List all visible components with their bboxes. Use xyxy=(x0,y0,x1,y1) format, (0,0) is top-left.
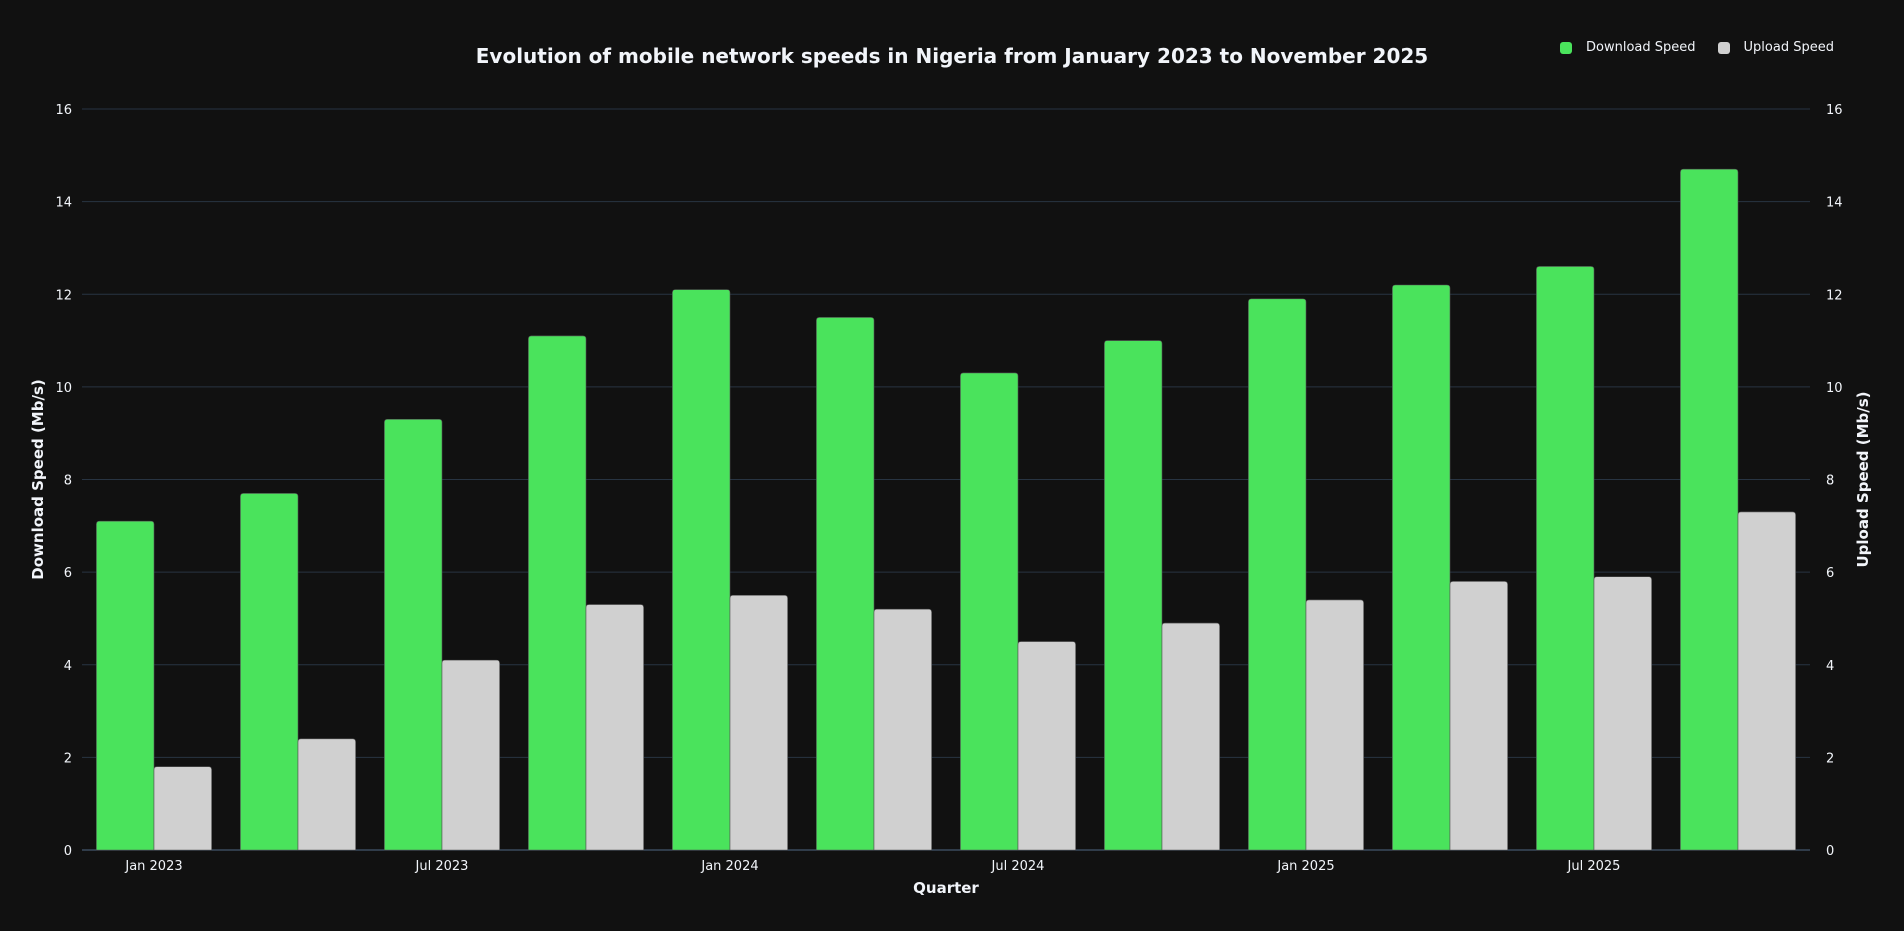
legend-swatch-download xyxy=(1560,41,1572,54)
download-bar xyxy=(1536,266,1595,851)
x-tick-label: Jul 2024 xyxy=(991,859,1045,874)
upload-bar xyxy=(297,738,356,851)
download-bar xyxy=(1104,340,1163,851)
x-axis-title: Quarter xyxy=(913,879,979,897)
upload-bar xyxy=(153,766,212,851)
upload-bar xyxy=(441,659,500,851)
y-tick-label: 2 xyxy=(64,751,72,766)
y2-tick-label: 0 xyxy=(1826,844,1834,859)
download-bar xyxy=(384,418,443,851)
y2-tick-label: 4 xyxy=(1826,659,1834,674)
upload-bar xyxy=(1593,576,1652,851)
upload-bar xyxy=(1305,599,1364,851)
y-tick-label: 16 xyxy=(55,103,72,118)
download-bar xyxy=(96,520,155,851)
x-tick-label: Jul 2023 xyxy=(415,859,469,874)
upload-bar xyxy=(729,594,788,851)
legend: Download Speed Upload Speed xyxy=(1560,40,1856,55)
legend-item-upload[interactable]: Upload Speed xyxy=(1717,40,1834,55)
y-tick-label: 10 xyxy=(55,381,72,396)
x-tick-label: Jul 2025 xyxy=(1567,859,1621,874)
y-tick-label: 8 xyxy=(64,474,72,489)
y-tick-label: 0 xyxy=(64,844,72,859)
y2-tick-label: 8 xyxy=(1826,474,1834,489)
download-bar xyxy=(816,317,875,851)
upload-bar xyxy=(1017,641,1076,851)
legend-label-download: Download Speed xyxy=(1586,40,1696,55)
y2-tick-label: 12 xyxy=(1826,288,1843,303)
download-bar xyxy=(528,335,587,851)
legend-label-upload: Upload Speed xyxy=(1743,40,1834,55)
download-bar xyxy=(240,493,299,851)
upload-bar xyxy=(585,604,644,851)
y2-tick-label: 16 xyxy=(1826,103,1843,118)
y-tick-label: 12 xyxy=(55,288,72,303)
y-tick-label: 14 xyxy=(55,196,72,211)
upload-bar xyxy=(1449,581,1508,851)
download-bar xyxy=(672,289,731,851)
download-bar xyxy=(1680,168,1739,851)
chart-title: Evolution of mobile network speeds in Ni… xyxy=(475,44,1429,68)
x-tick-label: Jan 2025 xyxy=(1276,859,1334,874)
download-bar xyxy=(1392,284,1451,851)
y-tick-label: 6 xyxy=(64,566,72,581)
y2-tick-label: 10 xyxy=(1826,381,1843,396)
legend-swatch-upload xyxy=(1717,41,1730,54)
upload-bar xyxy=(1737,511,1796,851)
y2-tick-label: 6 xyxy=(1826,566,1834,581)
y2-tick-label: 14 xyxy=(1826,196,1843,211)
y2-axis-title: Upload Speed (Mb/s) xyxy=(1854,391,1872,567)
legend-item-download[interactable]: Download Speed xyxy=(1560,40,1696,55)
download-bar xyxy=(1248,298,1307,851)
download-bar xyxy=(960,372,1019,851)
y-axis-title: Download Speed (Mb/s) xyxy=(29,379,47,579)
upload-bar xyxy=(1161,622,1220,851)
x-tick-label: Jan 2024 xyxy=(700,859,758,874)
upload-bar xyxy=(873,608,932,851)
y2-tick-label: 2 xyxy=(1826,751,1834,766)
y-tick-label: 4 xyxy=(64,659,72,674)
x-tick-label: Jan 2023 xyxy=(124,859,182,874)
